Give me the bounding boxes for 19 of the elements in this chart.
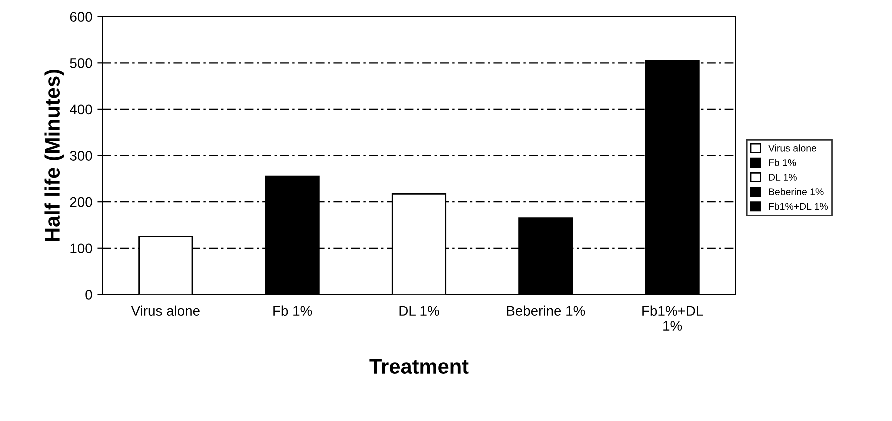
- legend-label: DL 1%: [769, 174, 797, 181]
- x-tick-label: Fb1%+DL 1%: [642, 306, 704, 331]
- y-tick-label: 600: [70, 12, 92, 22]
- legend-label: Fb 1%: [769, 159, 796, 166]
- legend-label: Fb1%+DL 1%: [769, 202, 828, 210]
- y-tick-label: 0: [86, 290, 92, 300]
- x-tick-label: Virus alone: [131, 306, 200, 316]
- legend-label: Virus alone: [768, 144, 817, 152]
- x-tick-label: Fb 1%: [274, 306, 312, 316]
- y-axis-title: Half life (Minutes): [44, 70, 64, 242]
- legend-label: Beberine 1%: [769, 188, 824, 196]
- x-axis-title: Treatment: [370, 359, 469, 374]
- y-tick-label: 100: [70, 244, 92, 254]
- y-tick-label: 200: [70, 197, 92, 208]
- x-tick-label: DL 1%: [400, 306, 440, 316]
- y-tick-label: 300: [70, 151, 92, 161]
- y-tick-label: 400: [70, 104, 92, 115]
- y-tick-label: 500: [70, 58, 92, 68]
- x-tick-label: Beberine 1%: [507, 306, 586, 316]
